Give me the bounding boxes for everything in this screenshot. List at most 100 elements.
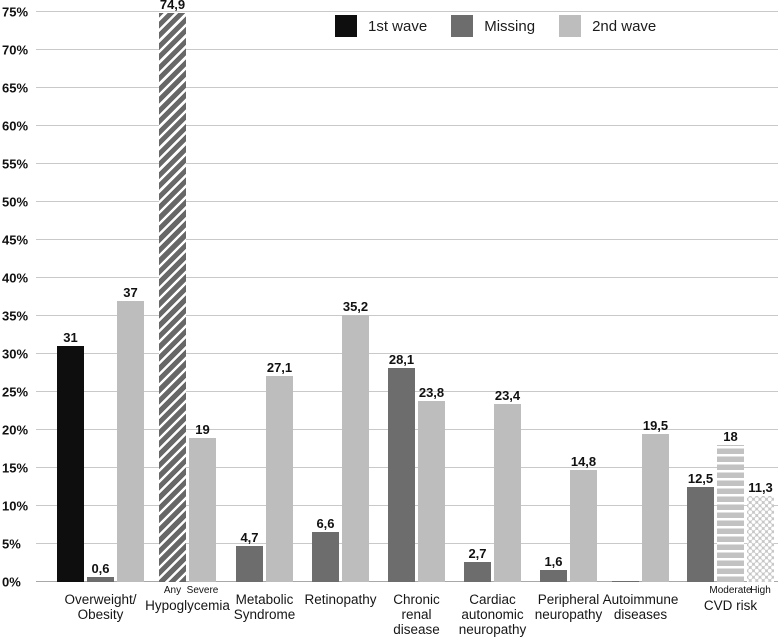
x-group-label: Overweight/Obesity <box>57 582 144 622</box>
bar-group: 4,7 27,1 <box>236 361 293 582</box>
gridline <box>36 353 778 354</box>
legend-swatch-darkgray <box>451 15 474 37</box>
gridline <box>36 315 778 316</box>
bar <box>540 569 567 582</box>
bar-value-label: 37 <box>123 284 138 300</box>
bar-sublabel-cell: Any <box>159 585 186 596</box>
bar <box>570 469 597 582</box>
x-group-label: Metabolic Syndrome <box>234 582 296 622</box>
bar-value-label: 19,5 <box>642 417 669 433</box>
category-label-line: Retinopathy <box>304 592 377 607</box>
legend-label: 2nd wave <box>592 17 657 35</box>
bar-sublabel: Any <box>163 585 182 596</box>
y-tick-label: 15% <box>2 460 29 476</box>
bar <box>494 404 521 582</box>
bar-column: 37 <box>117 284 144 582</box>
bar-column: 4,7 <box>236 531 263 582</box>
bar-group: 74,9 19 <box>159 0 216 582</box>
bar <box>266 376 293 582</box>
x-axis: Overweight/Obesity Any Severe Hypoglycemia M… <box>36 582 778 637</box>
category-label-line: Peripheral <box>537 592 600 607</box>
bar-column: 23,4 <box>494 388 521 582</box>
y-tick-label: 60% <box>2 118 29 134</box>
x-group-label: Retinopathy <box>304 582 376 607</box>
legend-item: Missing <box>451 15 535 37</box>
legend-label: Missing <box>484 17 536 35</box>
bar-group: 2,7 23,4 <box>464 388 521 582</box>
bar-column: 0,6 <box>87 561 114 582</box>
bar <box>57 346 84 582</box>
bar-column: 1,6 <box>540 553 567 582</box>
bar-sublabel-cell: Moderate <box>709 585 751 596</box>
bar <box>117 300 144 582</box>
x-group-label: Peripheral neuropathy <box>535 582 603 622</box>
legend: 1st wave Missing 2nd wave <box>335 15 680 37</box>
y-tick-label: 10% <box>2 498 29 514</box>
bar-value-label: 14,8 <box>570 453 597 469</box>
category-label: Overweight/Obesity <box>64 592 136 622</box>
bar <box>87 577 114 582</box>
plot-area: 31 0,6 37 74,9 19 4,7 27,1 6,6 35,2 28,1 23,8 2,7 23… <box>36 0 778 582</box>
bar-group: 19,5 <box>612 417 669 582</box>
legend-swatch-black <box>335 15 357 37</box>
y-tick-label: 20% <box>2 422 29 438</box>
category-label: CVD risk <box>704 598 757 613</box>
bar-value-label: 31 <box>63 330 78 346</box>
bar-column: 19,5 <box>642 417 669 582</box>
bar <box>464 561 491 582</box>
bar <box>388 368 415 582</box>
bar-column: 23,8 <box>418 386 445 582</box>
bar <box>236 546 263 582</box>
x-group-label: Chronic renal disease <box>388 582 445 637</box>
y-tick-label: 30% <box>2 346 29 362</box>
legend-item: 2nd wave <box>559 15 656 37</box>
bar-value-label: 18 <box>723 429 738 445</box>
bar-value-label: 1,6 <box>544 553 563 569</box>
bar-column: 18 <box>717 429 744 582</box>
bar-sublabel: High <box>750 585 771 596</box>
y-tick-label: 25% <box>2 384 29 400</box>
bar-column: 12,5 <box>687 472 714 582</box>
gridline <box>36 163 778 164</box>
category-label-line: Chronic <box>393 592 440 607</box>
bar-sublabel: Severe <box>186 585 219 596</box>
x-group-label: Autoimmune diseases <box>603 582 679 622</box>
bar-sublabel: Moderate <box>709 585 752 596</box>
category-label-line: Cardiac <box>469 592 516 607</box>
category-label: Hypoglycemia <box>145 598 230 613</box>
category-label-line: diseases <box>613 607 668 622</box>
y-tick-label: 65% <box>2 80 29 96</box>
gridline <box>36 49 778 50</box>
bar-value-label: 19 <box>195 421 210 437</box>
bar <box>189 437 216 582</box>
category-label: Chronic renal disease <box>393 592 440 637</box>
bar-column: 74,9 <box>159 0 186 582</box>
bar <box>342 314 369 582</box>
y-tick-label: 5% <box>2 536 21 552</box>
category-label-line: Hypoglycemia <box>145 598 230 613</box>
gridline <box>36 125 778 126</box>
category-label-line: Overweight/ <box>64 592 137 607</box>
category-label: Metabolic Syndrome <box>234 592 296 622</box>
bar-value-label: 11,3 <box>748 480 773 496</box>
bar <box>159 12 186 582</box>
bar-value-label: 23,4 <box>494 388 521 404</box>
bar-group: 31 0,6 37 <box>57 284 144 582</box>
category-label-line: disease <box>393 622 440 637</box>
legend-item: 1st wave <box>335 15 427 37</box>
category-label: Peripheral neuropathy <box>535 592 603 622</box>
x-group-label: Any Severe Hypoglycemia <box>145 582 230 613</box>
bar-sublabels: Any Severe <box>159 585 219 596</box>
gridline <box>36 277 778 278</box>
category-label-line: neuropathy <box>534 607 603 622</box>
category-label-line: Autoimmune <box>602 592 679 607</box>
gridline <box>36 87 778 88</box>
bar-group: 6,6 35,2 <box>312 300 369 582</box>
bar <box>612 580 639 582</box>
category-label: Cardiac autonomic neuropathy <box>459 592 527 637</box>
bar <box>747 496 774 582</box>
bar-value-label: 0,6 <box>91 561 110 577</box>
bar-group: 1,6 14,8 <box>540 453 597 582</box>
bar-column: 27,1 <box>266 361 293 582</box>
